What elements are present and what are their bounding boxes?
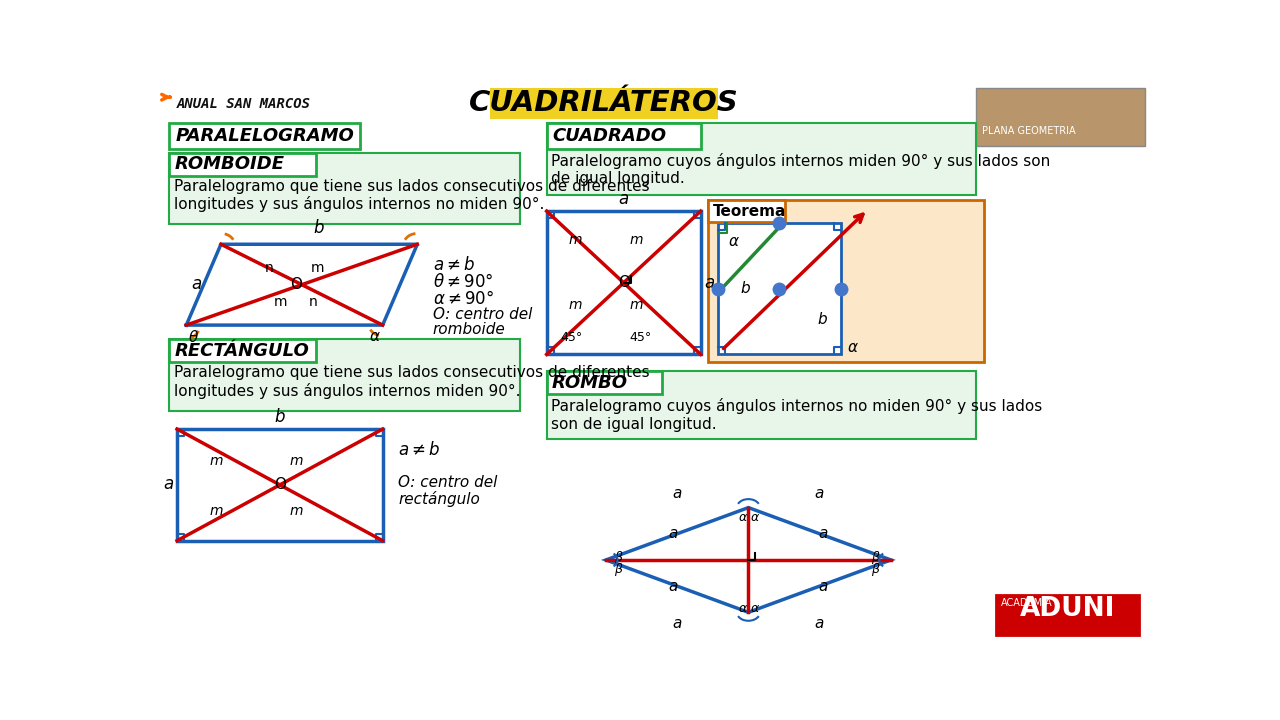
Text: $\alpha$: $\alpha$ [727,234,740,249]
Text: $\beta$: $\beta$ [613,549,623,566]
FancyBboxPatch shape [177,429,383,541]
Text: Paralelogramo que tiene sus lados consecutivos de diferentes
longitudes y sus án: Paralelogramo que tiene sus lados consec… [174,365,650,399]
Text: m: m [630,298,644,312]
Text: a: a [818,526,828,541]
Text: $\alpha$: $\alpha$ [847,341,859,356]
FancyBboxPatch shape [169,339,520,410]
Text: ACADEMIA: ACADEMIA [1001,598,1052,608]
Text: $\alpha$: $\alpha$ [750,510,760,523]
Text: a: a [814,487,824,501]
Text: O: centro del: O: centro del [433,307,532,322]
FancyBboxPatch shape [547,211,700,354]
FancyBboxPatch shape [708,200,786,222]
Text: $\alpha$: $\alpha$ [737,510,748,523]
Text: Paralelogramo cuyos ángulos internos no miden 90° y sus lados
son de igual longi: Paralelogramo cuyos ángulos internos no … [552,398,1042,432]
Text: m: m [568,233,581,247]
FancyBboxPatch shape [708,200,984,362]
Text: CUADRADO: CUADRADO [553,127,667,145]
FancyBboxPatch shape [169,153,520,224]
Text: RECTÁNGULO: RECTÁNGULO [175,341,310,359]
Text: Teorema: Teorema [713,204,786,219]
Text: a: a [668,579,677,593]
Text: n: n [308,294,317,309]
FancyBboxPatch shape [975,88,1144,145]
Text: n: n [265,261,274,275]
Text: m: m [210,454,223,468]
FancyBboxPatch shape [490,88,718,119]
Text: m: m [568,298,581,312]
FancyBboxPatch shape [169,123,361,149]
Text: ANUAL SAN MARCOS: ANUAL SAN MARCOS [177,97,310,111]
Text: romboide: romboide [433,322,506,337]
Text: b: b [818,312,827,327]
Text: $a \neq b$: $a \neq b$ [398,441,440,459]
Text: Paralelogramo cuyos ángulos internos miden 90° y sus lados son
de igual longitud: Paralelogramo cuyos ángulos internos mid… [552,153,1051,186]
FancyBboxPatch shape [547,372,662,395]
Text: $\theta \neq 90°$: $\theta \neq 90°$ [433,273,493,291]
Text: a: a [163,475,173,493]
Text: a: a [192,275,202,293]
Text: PARALELOGRAMO: PARALELOGRAMO [175,127,355,145]
Text: rectángulo: rectángulo [398,490,480,507]
Text: a: a [673,487,682,501]
Text: $\alpha$: $\alpha$ [737,601,748,615]
Text: m: m [210,504,223,518]
Text: CUADRILÁTEROS: CUADRILÁTEROS [468,89,739,117]
Text: a: a [673,616,682,631]
Text: PLANA GEOMETRIA: PLANA GEOMETRIA [982,127,1075,137]
Text: a: a [704,274,714,292]
Text: a: a [668,526,677,541]
Text: O: O [618,275,630,290]
Text: ROMBOIDE: ROMBOIDE [175,156,284,174]
Text: $\alpha$: $\alpha$ [369,329,380,344]
Text: m: m [274,294,287,309]
Text: m: m [311,261,324,275]
Text: Paralelogramo que tiene sus lados consecutivos de diferentes
longitudes y sus án: Paralelogramo que tiene sus lados consec… [174,179,650,212]
Text: O: centro del: O: centro del [398,475,498,490]
FancyBboxPatch shape [547,123,975,195]
FancyBboxPatch shape [547,123,700,149]
Text: $a \neq b$: $a \neq b$ [433,256,475,274]
FancyBboxPatch shape [169,153,316,176]
Text: b: b [741,282,750,296]
Text: 45°: 45° [630,330,652,343]
Text: a: a [814,616,824,631]
Text: a: a [818,579,828,593]
FancyBboxPatch shape [718,223,841,354]
Text: $\beta$: $\beta$ [870,549,881,566]
Text: 45°: 45° [561,330,582,343]
Text: m: m [630,233,644,247]
Text: $\beta$: $\beta$ [870,562,881,578]
Text: O: O [274,477,285,492]
Text: ROMBO: ROMBO [552,374,628,392]
Text: b: b [314,219,324,237]
FancyBboxPatch shape [169,339,316,362]
Text: m: m [289,504,302,518]
Text: $\theta$: $\theta$ [188,329,198,345]
FancyBboxPatch shape [996,595,1139,634]
Text: $\alpha$: $\alpha$ [750,601,760,615]
Text: $\beta$: $\beta$ [613,562,623,578]
FancyBboxPatch shape [547,372,975,439]
Text: ADUNI: ADUNI [1019,595,1115,621]
Text: b: b [274,408,284,426]
Text: a: a [618,190,628,208]
Text: m: m [289,454,302,468]
Text: O: O [289,277,302,292]
Text: $\alpha \neq 90°$: $\alpha \neq 90°$ [433,289,494,307]
